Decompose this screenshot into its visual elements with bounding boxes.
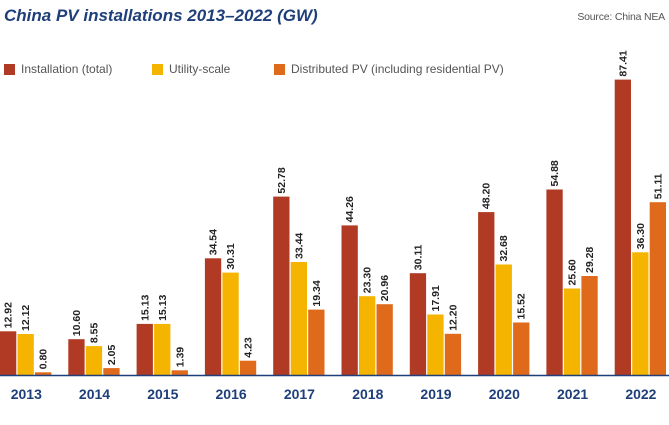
bar-total-2017 <box>273 196 290 375</box>
bar-total-2020 <box>478 212 495 375</box>
data-label-total-2020: 48.20 <box>481 183 493 209</box>
bar-utility-2018 <box>359 296 376 375</box>
legend-item-distributed: Distributed PV (including residential PV… <box>274 60 504 78</box>
legend-swatch-distributed <box>274 63 285 75</box>
data-label-utility-2015: 15.13 <box>157 294 169 320</box>
bar-distributed-2021 <box>581 276 598 375</box>
data-label-distributed-2022: 51.11 <box>652 173 664 199</box>
data-label-utility-2018: 23.30 <box>362 267 374 293</box>
bar-distributed-2015 <box>171 370 188 375</box>
bar-utility-2021 <box>563 288 581 375</box>
legend-label-total: Installation (total) <box>21 62 113 76</box>
bar-distributed-2013 <box>35 372 52 375</box>
bar-total-2021 <box>546 189 563 375</box>
data-label-distributed-2020: 15.52 <box>516 293 528 319</box>
x-tick-label-2019: 2019 <box>420 386 451 402</box>
bar-distributed-2016 <box>239 360 257 375</box>
chart-title: China PV installations 2013–2022 (GW) <box>4 6 318 25</box>
bar-distributed-2019 <box>444 333 462 375</box>
legend-item-total: Installation (total) <box>4 60 112 78</box>
legend-swatch-utility <box>152 63 163 75</box>
bar-utility-2014 <box>85 346 103 375</box>
bar-distributed-2020 <box>513 322 530 375</box>
data-label-utility-2017: 33.44 <box>293 233 305 259</box>
bar-utility-2019 <box>427 314 444 375</box>
bar-utility-2016 <box>222 272 239 375</box>
bar-utility-2020 <box>495 264 512 375</box>
bar-distributed-2014 <box>103 368 120 375</box>
bar-distributed-2022 <box>649 202 666 375</box>
bar-utility-2015 <box>154 323 171 375</box>
data-label-distributed-2014: 2.05 <box>106 345 118 366</box>
bar-distributed-2018 <box>376 304 393 375</box>
data-label-total-2013: 12.92 <box>3 302 15 328</box>
x-tick-label-2021: 2021 <box>557 386 588 402</box>
bar-utility-2017 <box>290 262 307 375</box>
data-label-utility-2021: 25.60 <box>567 259 579 285</box>
bar-utility-2013 <box>17 334 34 375</box>
data-label-total-2022: 87.41 <box>617 50 629 76</box>
legend-item-utility: Utility-scale <box>152 60 230 78</box>
x-tick-label-2016: 2016 <box>216 386 247 402</box>
x-tick-label-2018: 2018 <box>352 386 383 402</box>
data-label-total-2019: 30.11 <box>412 244 424 270</box>
x-tick-label-2017: 2017 <box>284 386 315 402</box>
data-label-total-2017: 52.78 <box>276 167 288 193</box>
data-label-distributed-2019: 12.20 <box>447 304 459 330</box>
data-label-distributed-2018: 20.96 <box>379 275 391 301</box>
legend-label-utility: Utility-scale <box>169 62 231 76</box>
bar-utility-2022 <box>632 252 649 375</box>
legend-label-distributed: Distributed PV (including residential PV… <box>291 62 504 76</box>
chart-source: Source: China NEA <box>577 11 665 23</box>
x-tick-label-2015: 2015 <box>147 386 178 402</box>
data-label-distributed-2015: 1.39 <box>174 347 186 368</box>
data-label-total-2014: 10.60 <box>71 310 83 336</box>
data-label-total-2018: 44.26 <box>344 196 356 222</box>
bar-total-2018 <box>341 225 358 375</box>
data-label-total-2021: 54.88 <box>549 160 561 186</box>
bar-total-2014 <box>68 339 85 375</box>
x-tick-label-2013: 2013 <box>11 386 42 402</box>
data-label-utility-2014: 8.55 <box>89 323 101 344</box>
data-label-utility-2022: 36.30 <box>635 223 647 249</box>
x-tick-label-2020: 2020 <box>489 386 520 402</box>
bar-distributed-2017 <box>308 309 325 375</box>
data-label-utility-2020: 32.68 <box>498 235 510 261</box>
data-label-utility-2016: 30.31 <box>225 243 237 269</box>
bar-total-2015 <box>136 323 153 375</box>
bar-total-2022 <box>614 79 631 375</box>
data-label-total-2015: 15.13 <box>139 294 151 320</box>
bar-total-2019 <box>409 273 427 375</box>
data-label-utility-2013: 12.12 <box>20 305 32 331</box>
data-label-distributed-2016: 4.23 <box>243 337 255 358</box>
data-label-distributed-2013: 0.80 <box>38 349 50 370</box>
bar-total-2013 <box>0 331 17 375</box>
chart-legend: Installation (total) Utility-scale Distr… <box>4 60 664 78</box>
data-label-utility-2019: 17.91 <box>430 285 442 311</box>
bar-total-2016 <box>204 258 222 375</box>
data-label-distributed-2017: 19.34 <box>311 280 323 306</box>
x-tick-label-2014: 2014 <box>79 386 110 402</box>
x-tick-label-2022: 2022 <box>625 386 656 402</box>
data-label-total-2016: 34.54 <box>208 229 220 255</box>
legend-swatch-total <box>4 63 15 75</box>
data-label-distributed-2021: 29.28 <box>584 247 596 273</box>
